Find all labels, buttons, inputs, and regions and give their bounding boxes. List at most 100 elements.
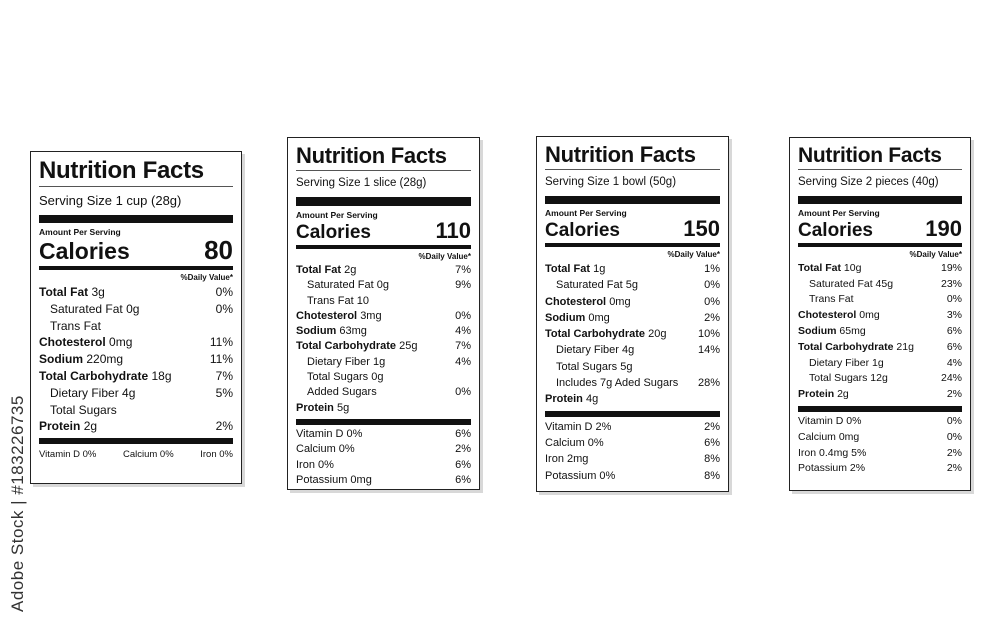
vitamin-name: Vitamin D 2% xyxy=(545,420,612,433)
label-title: Nutrition Facts xyxy=(798,144,962,171)
nutrient-amount: 1g xyxy=(872,356,884,369)
nutrient-row: Saturated Fat 0g 0% xyxy=(39,301,233,318)
nutrient-name: Total Carbohydrate 20g xyxy=(545,326,666,342)
nutrient-name: Trans Fat 10 xyxy=(296,294,369,309)
nutrient-label: Sodium xyxy=(545,311,586,324)
vitamin-row: Vitamin D 0% 6% xyxy=(296,427,471,442)
nutrient-name: Total Carbohydrate 25g xyxy=(296,339,417,354)
nutrient-amount: 65mg xyxy=(839,325,866,338)
vitamin-row: Iron 0% 6% xyxy=(296,458,471,473)
nutrient-name: Total Sugars 5g xyxy=(545,359,632,375)
nutrient-name: Dietary Fiber 4g xyxy=(39,385,135,402)
serving-size: Serving Size 1 slice (28g) xyxy=(296,177,427,190)
vitamins-row: Vitamin D 0% Calcium 0% Iron 0% xyxy=(39,449,233,460)
nutrient-label: Chotesterol xyxy=(39,335,106,350)
nutrient-amount: 5g xyxy=(620,360,633,373)
nutrient-amount: 10 xyxy=(356,294,369,307)
stock-watermark: Adobe Stock | #183226735 xyxy=(8,395,27,612)
nutrient-daily-value: 0% xyxy=(215,301,233,316)
vitamin-row: Calcium 0% 6% xyxy=(545,435,720,451)
vitamin-daily-value: 0% xyxy=(946,415,962,428)
vitamin-item: Vitamin D 0% xyxy=(39,449,97,461)
nutrient-name: Dietary Fiber 4g xyxy=(545,342,634,358)
nutrient-daily-value: 9% xyxy=(455,279,471,292)
nutrient-daily-value: 0% xyxy=(704,295,720,308)
vitamin-daily-value: 0% xyxy=(946,430,962,443)
nutrient-name: Saturated Fat 45g xyxy=(798,277,893,293)
nutrient-row: Sodium 0mg 2% xyxy=(545,310,720,326)
label-title: Nutrition Facts xyxy=(545,142,720,171)
serving-size: Serving Size 2 pieces (40g) xyxy=(798,176,939,189)
nutrient-name: Protein 4g xyxy=(545,391,598,407)
nutrient-daily-value: 6% xyxy=(946,340,962,353)
nutrient-label: Saturated Fat xyxy=(556,279,623,292)
nutrient-amount: 63mg xyxy=(339,325,367,338)
vitamin-daily-value: 2% xyxy=(455,443,471,456)
nutrient-label: Trans Fat xyxy=(809,293,854,306)
nutrient-row: Total Sugars 5g xyxy=(545,359,720,375)
nutrient-label: Dietary Fiber xyxy=(307,355,370,368)
nutrient-name: Added Sugars xyxy=(296,385,377,400)
thick-divider xyxy=(545,410,720,417)
nutrient-row: Total Carbohydrate 21g 6% xyxy=(798,340,962,356)
calories-row: Calories 110 xyxy=(296,219,471,249)
nutrient-daily-value: 0% xyxy=(455,309,471,322)
nutrient-row: Dietary Fiber 1g 4% xyxy=(798,356,962,372)
nutrient-row: Chotesterol 0mg 3% xyxy=(798,308,962,324)
nutrient-label: Dietary Fiber xyxy=(50,385,119,400)
label-title: Nutrition Facts xyxy=(39,157,233,188)
nutrient-label: Total Carbohydrate xyxy=(545,328,646,341)
vitamin-name: Potassium 0mg xyxy=(296,473,372,486)
nutrient-amount: 3g xyxy=(91,284,105,299)
nutrient-name: Sodium 0mg xyxy=(545,310,610,326)
nutrient-amount: 0g xyxy=(376,279,389,292)
nutrient-label: Total Fat xyxy=(39,284,89,299)
nutrient-name: Saturated Fat 0g xyxy=(39,301,139,318)
vitamin-name: Iron 0% xyxy=(296,458,334,471)
nutrient-label: Total Fat xyxy=(545,262,591,275)
calories-label: Calories xyxy=(39,237,130,264)
calories-label: Calories xyxy=(296,221,371,243)
nutrient-row: Total Fat 2g 7% xyxy=(296,263,471,278)
nutrient-label: Total Sugars xyxy=(809,372,868,385)
nutrient-label: Total Carbohydrate xyxy=(296,340,397,353)
nutrient-daily-value: 7% xyxy=(455,263,471,276)
serving-size: Serving Size 1 bowl (50g) xyxy=(545,176,677,189)
nutrient-name: Sodium 65mg xyxy=(798,324,866,340)
nutrient-label: Protein xyxy=(545,393,583,406)
nutrient-row: Saturated Fat 5g 0% xyxy=(545,277,720,293)
nutrient-amount: 1g xyxy=(373,355,386,368)
nutrient-row: Dietary Fiber 4g 14% xyxy=(545,342,720,358)
thick-divider xyxy=(39,214,233,223)
nutrient-name: Total Fat 1g xyxy=(545,261,605,277)
nutrient-row: Total Carbohydrate 20g 10% xyxy=(545,326,720,342)
nutrient-amount: 220mg xyxy=(86,352,124,367)
vitamin-name: Calcium 0mg xyxy=(798,430,860,443)
nutrient-label: Saturated Fat xyxy=(809,277,873,290)
vitamin-item: Iron 0% xyxy=(200,449,233,461)
nutrient-label: Dietary Fiber xyxy=(809,356,870,369)
nutrient-label: Total Carbohydrate xyxy=(798,340,894,353)
vitamin-row: Vitamin D 2% 2% xyxy=(545,419,720,435)
vitamin-name: Vitamin D 0% xyxy=(296,427,363,440)
amount-per-serving: Amount Per Serving xyxy=(798,207,880,218)
nutrient-label: Total Sugars xyxy=(307,371,369,384)
nutrient-name: Protein 2g xyxy=(798,387,849,403)
nutrient-amount: 0mg xyxy=(588,311,610,324)
nutrient-name: Chotesterol 0mg xyxy=(39,334,132,351)
nutrient-amount: 2g xyxy=(83,419,98,434)
vitamin-item: Calcium 0% xyxy=(122,449,174,461)
nutrient-amount: 25g xyxy=(399,340,418,353)
daily-value-header: %Daily Value* xyxy=(667,249,720,259)
nutrient-amount: 1g xyxy=(593,262,606,275)
vitamin-name: Potassium 0% xyxy=(545,469,616,482)
nutrient-daily-value: 2% xyxy=(946,388,962,401)
nutrient-name: Chotesterol 3mg xyxy=(296,309,382,324)
nutrient-name: Dietary Fiber 1g xyxy=(798,356,884,372)
nutrient-row: Trans Fat 0% xyxy=(798,292,962,308)
nutrient-name: Protein 5g xyxy=(296,401,349,416)
nutrient-daily-value: 1% xyxy=(704,262,720,275)
nutrient-amount: 2g xyxy=(837,388,849,401)
nutrient-amount: 0mg xyxy=(109,335,133,350)
nutrient-label: Protein xyxy=(39,419,81,434)
